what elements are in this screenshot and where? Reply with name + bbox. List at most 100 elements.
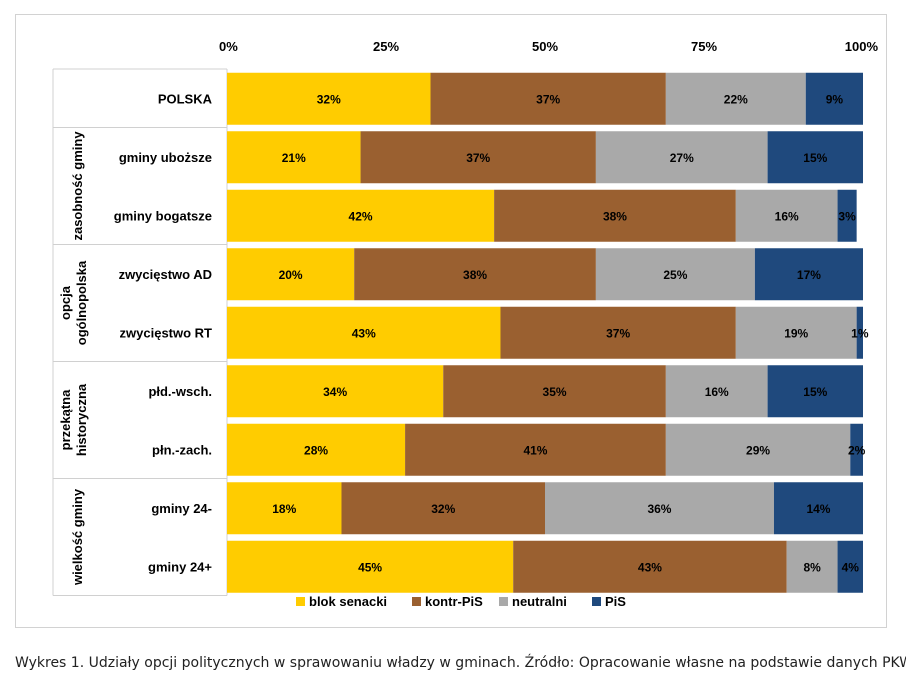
bar-segment-kontr-pis (430, 72, 666, 125)
bar-segment-neutralni (735, 189, 838, 242)
row-label: płn.-zach. (152, 442, 212, 457)
legend-swatch-blok-senacki (296, 597, 305, 606)
bar-segment-pis (773, 482, 863, 535)
x-tick-label: 25% (373, 39, 399, 54)
group-label-line: przekątna (58, 389, 73, 450)
data-label: 32% (431, 502, 455, 516)
data-label: 29% (746, 443, 770, 457)
bar-segment-pis (856, 306, 863, 359)
data-label: 8% (803, 560, 821, 574)
bar-segment-neutralni (665, 72, 806, 125)
bar-segment-blok-senacki (227, 482, 342, 535)
x-tick-label: 100% (845, 39, 879, 54)
x-tick-label: 50% (532, 39, 558, 54)
group-label: wielkość gminy (70, 488, 85, 586)
x-tick-label: 75% (691, 39, 717, 54)
bar-segment-pis (837, 189, 857, 242)
group-label: przekątnahistoryczna (58, 383, 89, 456)
row-label: płd.-wsch. (148, 384, 212, 399)
data-label: 42% (349, 209, 373, 223)
legend-label: neutralni (512, 594, 567, 609)
bar-segment-kontr-pis (360, 131, 596, 184)
data-label: 32% (317, 92, 341, 106)
row-label: gminy 24+ (148, 559, 212, 574)
bar-segment-kontr-pis (513, 540, 787, 593)
bar-segment-blok-senacki (227, 423, 406, 476)
data-label: 27% (670, 151, 694, 165)
bar-segment-kontr-pis (354, 248, 596, 301)
data-label: 1% (851, 326, 869, 340)
group-label-line: historyczna (74, 383, 89, 456)
bar-segment-neutralni (735, 306, 857, 359)
group-label: opcjaogólnopolska (58, 260, 89, 345)
bar-segment-pis (837, 540, 863, 593)
legend-swatch-pis (592, 597, 601, 606)
data-label: 43% (352, 326, 376, 340)
row-label: gminy uboższe (119, 150, 212, 165)
data-label: 9% (826, 92, 844, 106)
data-label: 36% (647, 502, 671, 516)
group-label: zasobność gminy (70, 131, 85, 241)
legend-label: kontr-PiS (425, 594, 483, 609)
bar-segment-neutralni (665, 365, 768, 418)
data-label: 28% (304, 443, 328, 457)
data-label: 35% (543, 385, 567, 399)
bar-segment-neutralni (545, 482, 774, 535)
row-label: zwycięstwo RT (120, 325, 213, 340)
bar-segment-pis (767, 131, 863, 184)
data-label: 4% (842, 560, 860, 574)
bar-segment-kontr-pis (500, 306, 736, 359)
bar-segment-pis (805, 72, 863, 125)
figure-caption: Wykres 1. Udziały opcji politycznych w s… (15, 655, 906, 671)
data-label: 2% (848, 443, 866, 457)
data-label: 37% (536, 92, 560, 106)
bar-segment-neutralni (595, 131, 768, 184)
bar-segment-kontr-pis (341, 482, 545, 535)
data-label: 38% (463, 268, 487, 282)
data-label: 15% (803, 151, 827, 165)
bar-segment-pis (850, 423, 863, 476)
data-label: 17% (797, 268, 821, 282)
legend-label: PiS (605, 594, 626, 609)
data-label: 16% (705, 385, 729, 399)
group-label-line: ogólnopolska (74, 260, 89, 345)
data-label: 37% (466, 151, 490, 165)
bar-segment-blok-senacki (227, 540, 514, 593)
row-label: zwycięstwo AD (119, 267, 212, 282)
bar-segment-neutralni (595, 248, 755, 301)
data-label: 38% (603, 209, 627, 223)
bar-segment-blok-senacki (227, 131, 361, 184)
data-label: 45% (358, 560, 382, 574)
data-label: 25% (663, 268, 687, 282)
data-label: 15% (803, 385, 827, 399)
data-label: 21% (282, 151, 306, 165)
bar-segment-kontr-pis (494, 189, 736, 242)
x-tick-label: 0% (219, 39, 238, 54)
chart-frame (15, 14, 887, 628)
row-label: gminy 24- (151, 501, 212, 516)
data-label: 16% (775, 209, 799, 223)
data-label: 22% (724, 92, 748, 106)
data-label: 3% (838, 209, 856, 223)
bar-segment-pis (754, 248, 863, 301)
bar-segment-blok-senacki (227, 365, 444, 418)
legend-label: blok senacki (309, 594, 387, 609)
stacked-bar-chart: 0% 25% 50% 75% 100% zasobność gminy opcjaogóln… (52, 39, 879, 609)
bar-segment-kontr-pis (443, 365, 666, 418)
data-label: 43% (638, 560, 662, 574)
bar-segment-blok-senacki (227, 248, 355, 301)
data-label: 37% (606, 326, 630, 340)
data-label: 14% (806, 502, 830, 516)
bar-segment-blok-senacki (227, 72, 431, 125)
bar-segment-blok-senacki (227, 189, 495, 242)
row-label: gminy bogatsze (114, 208, 212, 223)
data-label: 20% (279, 268, 303, 282)
legend-swatch-neutralni (499, 597, 508, 606)
data-label: 34% (323, 385, 347, 399)
group-label-line: opcja (58, 285, 73, 320)
data-label: 19% (784, 326, 808, 340)
bar-segment-neutralni (665, 423, 851, 476)
data-label: 18% (272, 502, 296, 516)
bar-segment-pis (767, 365, 863, 418)
bar-segment-kontr-pis (405, 423, 666, 476)
